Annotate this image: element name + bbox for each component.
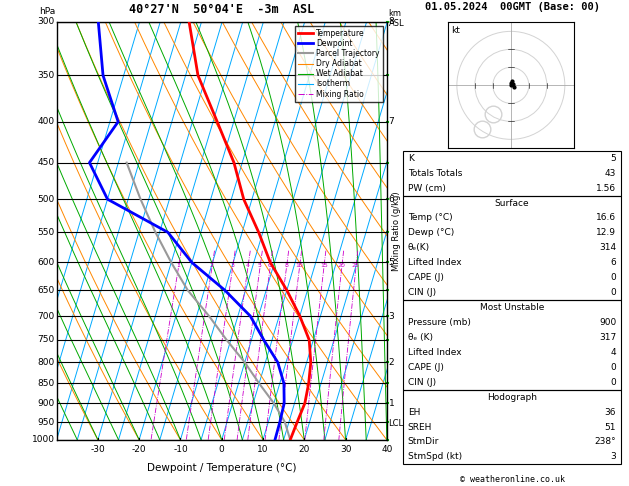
Text: LCL: LCL (389, 419, 404, 428)
Text: 40°27'N  50°04'E  -3m  ASL: 40°27'N 50°04'E -3m ASL (129, 2, 314, 16)
Text: hPa: hPa (39, 7, 55, 16)
Text: 8: 8 (389, 17, 394, 26)
Text: 8: 8 (284, 263, 288, 268)
Text: 20: 20 (299, 445, 310, 454)
Text: 550: 550 (38, 228, 55, 237)
Bar (403, 195, 621, 300)
Text: 30: 30 (340, 445, 352, 454)
Text: SREH: SREH (408, 422, 432, 432)
Text: 16.6: 16.6 (596, 213, 616, 223)
Text: 650: 650 (38, 286, 55, 295)
Text: 1: 1 (176, 263, 181, 268)
Text: 40: 40 (381, 445, 392, 454)
Text: -20: -20 (132, 445, 147, 454)
Text: Pressure (mb): Pressure (mb) (408, 318, 470, 327)
Text: 0: 0 (610, 273, 616, 282)
Text: 5: 5 (389, 258, 394, 267)
Text: km: km (389, 9, 401, 17)
Text: 400: 400 (38, 117, 55, 126)
Bar (403, 151, 621, 195)
Text: StmDir: StmDir (408, 437, 439, 447)
Text: Hodograph: Hodograph (487, 393, 537, 402)
Text: 350: 350 (38, 71, 55, 80)
Text: CIN (J): CIN (J) (408, 378, 436, 387)
Text: Mixing Ratio (g/kg): Mixing Ratio (g/kg) (392, 191, 401, 271)
Text: 4: 4 (611, 348, 616, 357)
Text: Temp (°C): Temp (°C) (408, 213, 452, 223)
Text: 36: 36 (604, 408, 616, 417)
Text: 5: 5 (258, 263, 262, 268)
Text: 6: 6 (610, 258, 616, 267)
Text: 2: 2 (389, 358, 394, 367)
Text: StmSpd (kt): StmSpd (kt) (408, 452, 462, 461)
Bar (403, 390, 621, 465)
Text: CAPE (J): CAPE (J) (408, 273, 443, 282)
Text: Dewp (°C): Dewp (°C) (408, 228, 454, 237)
Text: 950: 950 (38, 417, 55, 427)
Text: kt: kt (452, 26, 460, 35)
Text: 43: 43 (605, 169, 616, 178)
Text: 600: 600 (38, 258, 55, 267)
Text: 10: 10 (257, 445, 269, 454)
Text: -30: -30 (91, 445, 105, 454)
Text: 7: 7 (389, 117, 394, 126)
Text: 1: 1 (389, 399, 394, 408)
Text: Lifted Index: Lifted Index (408, 258, 462, 267)
Text: 300: 300 (38, 17, 55, 26)
Text: ASL: ASL (389, 19, 404, 28)
Text: Dewpoint / Temperature (°C): Dewpoint / Temperature (°C) (147, 463, 296, 473)
Text: PW (cm): PW (cm) (408, 184, 446, 192)
Text: 6: 6 (389, 195, 394, 204)
Text: 3: 3 (231, 263, 235, 268)
Text: 15: 15 (320, 263, 328, 268)
Text: 6: 6 (268, 263, 272, 268)
Text: 850: 850 (38, 379, 55, 388)
Text: Lifted Index: Lifted Index (408, 348, 462, 357)
Text: 51: 51 (604, 422, 616, 432)
Text: Most Unstable: Most Unstable (480, 303, 544, 312)
Text: 1000: 1000 (32, 435, 55, 444)
Text: -10: -10 (173, 445, 188, 454)
Text: CAPE (J): CAPE (J) (408, 363, 443, 372)
Text: Totals Totals: Totals Totals (408, 169, 462, 178)
Text: 12.9: 12.9 (596, 228, 616, 237)
Text: © weatheronline.co.uk: © weatheronline.co.uk (460, 474, 564, 484)
Text: EH: EH (408, 408, 420, 417)
Text: 10: 10 (296, 263, 303, 268)
Text: 5: 5 (610, 154, 616, 163)
Text: 238°: 238° (594, 437, 616, 447)
Text: 450: 450 (38, 158, 55, 167)
Text: 4: 4 (246, 263, 250, 268)
Text: 700: 700 (38, 312, 55, 320)
Text: CIN (J): CIN (J) (408, 288, 436, 297)
Text: θₑ (K): θₑ (K) (408, 333, 433, 342)
Legend: Temperature, Dewpoint, Parcel Trajectory, Dry Adiabat, Wet Adiabat, Isotherm, Mi: Temperature, Dewpoint, Parcel Trajectory… (295, 26, 383, 102)
Text: 20: 20 (338, 263, 345, 268)
Text: 800: 800 (38, 358, 55, 367)
Text: 314: 314 (599, 243, 616, 252)
Text: 2: 2 (210, 263, 214, 268)
Text: 750: 750 (38, 335, 55, 345)
Text: 500: 500 (38, 195, 55, 204)
Text: 900: 900 (38, 399, 55, 408)
Text: 25: 25 (352, 263, 360, 268)
Text: 3: 3 (389, 312, 394, 320)
Text: 900: 900 (599, 318, 616, 327)
Text: 01.05.2024  00GMT (Base: 00): 01.05.2024 00GMT (Base: 00) (425, 2, 599, 12)
Bar (403, 300, 621, 390)
Text: 0: 0 (610, 378, 616, 387)
Text: 0: 0 (219, 445, 225, 454)
Text: Surface: Surface (494, 198, 530, 208)
Text: 317: 317 (599, 333, 616, 342)
Text: 1.56: 1.56 (596, 184, 616, 192)
Text: 0: 0 (610, 363, 616, 372)
Text: 0: 0 (610, 288, 616, 297)
Text: θₑ(K): θₑ(K) (408, 243, 430, 252)
Text: K: K (408, 154, 414, 163)
Text: 3: 3 (610, 452, 616, 461)
